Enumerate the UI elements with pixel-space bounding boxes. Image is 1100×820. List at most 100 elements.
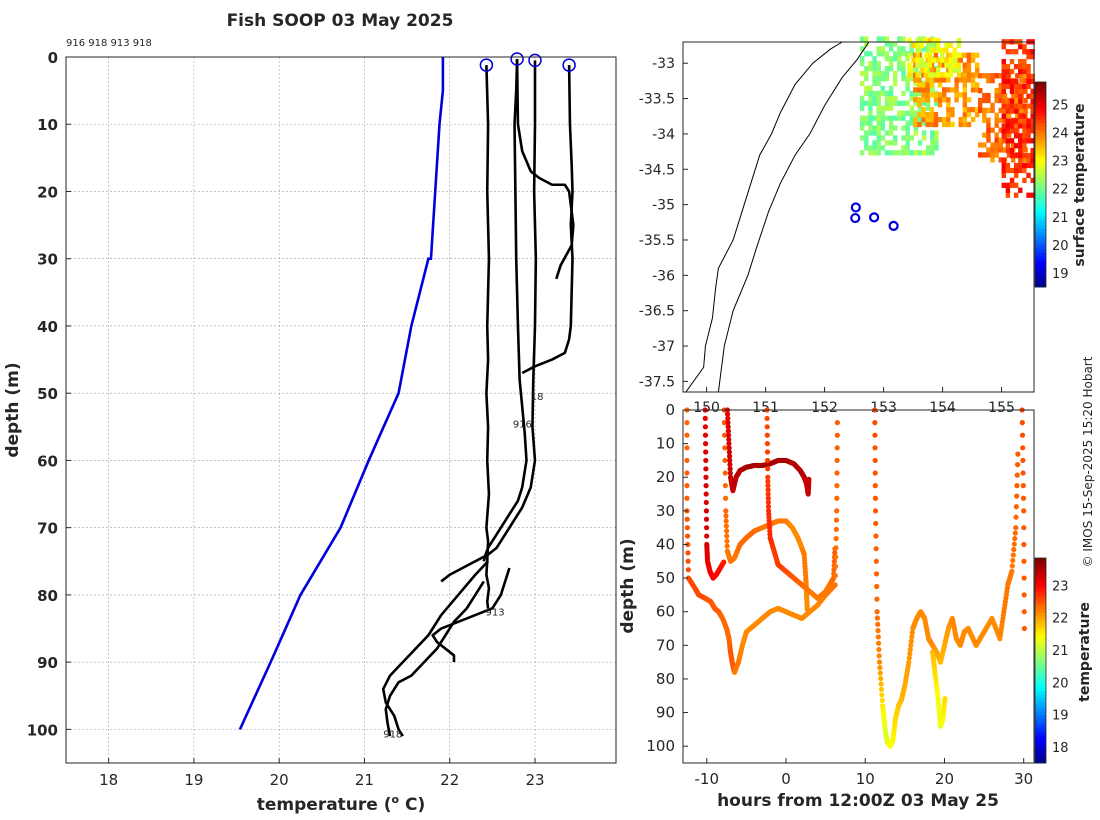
sst-cell <box>936 47 941 53</box>
sst-cell <box>915 62 920 68</box>
sst-cell <box>1030 162 1035 169</box>
sst-cell <box>954 97 959 103</box>
profile-x-tick-label: 20 <box>270 771 289 789</box>
section-point <box>875 621 881 627</box>
sst-cell <box>941 77 947 83</box>
sst-cell <box>954 77 959 83</box>
sst-cell <box>909 95 914 101</box>
sst-cell <box>901 66 906 72</box>
sst-cell <box>1001 88 1006 94</box>
sst-cell <box>868 105 873 111</box>
section-x-tick-label: 10 <box>856 770 875 788</box>
sst-cell <box>913 97 918 103</box>
section-point <box>872 432 878 438</box>
sst-cell <box>888 90 894 97</box>
sst-cell <box>1005 68 1011 75</box>
sst-cell <box>982 73 987 79</box>
profile-end-label: 18 <box>531 392 544 403</box>
section-colorbar-segment <box>1035 612 1046 617</box>
sst-cell <box>986 127 991 133</box>
section-point <box>1014 462 1021 468</box>
sst-cell <box>994 92 999 99</box>
section-y-tick-label: 30 <box>656 502 675 520</box>
section-point <box>724 543 730 549</box>
sst-cell <box>884 75 890 82</box>
section-colorbar-segment <box>1035 742 1046 747</box>
sst-cell <box>946 116 951 123</box>
station-markers <box>850 202 899 231</box>
sst-cell <box>1013 108 1019 114</box>
profile-y-tick-label: 20 <box>37 183 58 201</box>
sst-cell <box>937 62 943 68</box>
sst-cell <box>930 140 935 146</box>
sst-cell <box>1022 133 1027 139</box>
section-point <box>764 424 770 430</box>
map-y-tick-label: -33.5 <box>639 92 675 108</box>
section-x-tick-label: 20 <box>935 770 954 788</box>
section-point <box>1009 568 1015 574</box>
profile-y-tick-label: 100 <box>27 721 58 739</box>
map-colorbar-segment <box>1035 269 1046 274</box>
sst-cell <box>1006 152 1012 158</box>
sst-cell <box>944 62 949 68</box>
sst-cell <box>990 127 995 133</box>
station-marker <box>888 220 899 231</box>
sst-cell <box>909 110 914 116</box>
section-point <box>765 499 771 506</box>
sst-cell <box>925 57 930 63</box>
map-colorbar-tick-label: 25 <box>1052 98 1069 113</box>
section-point <box>1020 457 1026 464</box>
sst-cell <box>911 57 916 63</box>
section-point <box>702 441 709 447</box>
section-point <box>1012 535 1018 542</box>
sst-cell <box>888 46 894 52</box>
profile-axes-frame <box>65 56 617 764</box>
sst-cell <box>1018 93 1023 99</box>
sst-cell <box>909 90 914 97</box>
map-colorbar-tick-label: 19 <box>1052 267 1069 282</box>
sst-cell <box>1030 103 1035 109</box>
sst-cell <box>1013 118 1019 124</box>
section-colorbar-segment <box>1035 646 1046 651</box>
sst-cell <box>917 115 923 121</box>
section-point <box>721 559 727 565</box>
profile-line-916 <box>515 59 575 280</box>
sst-cell <box>966 107 972 113</box>
sst-cell <box>966 72 972 78</box>
section-colorbar-segment <box>1035 585 1046 590</box>
map-panel: 150151152153154155 -33-33.5-34-34.5-35-3… <box>639 36 1088 416</box>
section-point <box>727 457 733 464</box>
sst-cell <box>982 97 987 104</box>
sst-cell <box>864 120 869 126</box>
section-y-tick-label: 0 <box>665 401 675 419</box>
sst-cell <box>1018 157 1023 164</box>
sst-cell <box>1018 133 1023 139</box>
sst-cell <box>1013 192 1019 198</box>
section-point <box>684 525 690 531</box>
sst-cell <box>975 52 980 58</box>
map-colorbar-tick-label: 24 <box>1052 127 1069 142</box>
sst-cell <box>1022 103 1027 109</box>
sst-cell <box>1001 123 1006 129</box>
section-point <box>1021 525 1027 531</box>
sst-cell <box>986 137 991 143</box>
section-point <box>703 457 709 464</box>
sst-cell <box>1009 108 1015 114</box>
sst-cell <box>1001 73 1006 80</box>
section-point <box>703 466 709 472</box>
sst-cell <box>905 125 910 131</box>
sst-cell <box>1030 88 1035 94</box>
sst-cell <box>913 77 918 83</box>
sst-cell <box>893 70 898 77</box>
profile-x-tick-label: 22 <box>440 771 459 789</box>
profile-header-ids: 916 918 913 918 <box>66 38 152 49</box>
sst-cell <box>946 112 951 118</box>
sst-cell <box>913 125 919 131</box>
sst-cell <box>1022 123 1027 129</box>
sst-cell <box>1022 58 1027 65</box>
sst-cell <box>1005 148 1011 154</box>
section-y-tick-label: 60 <box>656 603 675 621</box>
section-point <box>877 665 883 671</box>
section-point <box>765 487 771 493</box>
section-colorbar-segment <box>1035 660 1046 665</box>
